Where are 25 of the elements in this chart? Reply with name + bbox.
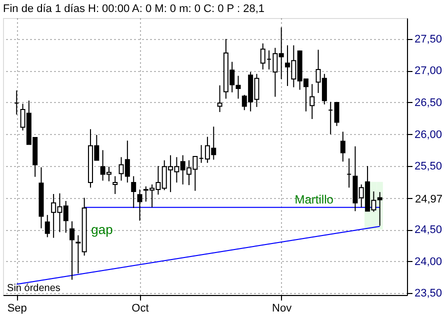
y-tick-label: 27,50: [414, 33, 442, 46]
y-tick-label: 27,00: [414, 65, 442, 78]
candlestick: [70, 220, 75, 280]
candlestick: [236, 75, 241, 100]
candlestick: [310, 84, 315, 120]
annotation: Sin órdenes: [7, 283, 60, 294]
y-tick-label: 23,50: [414, 288, 442, 300]
candlestick: [44, 214, 50, 238]
y-tick-label: 24,00: [414, 256, 442, 268]
y-tick-label: 24,50: [414, 224, 442, 236]
candlestick: [112, 176, 118, 194]
candlestick: [137, 189, 142, 222]
x-tick-label: Oct: [132, 302, 149, 314]
candlestick: [131, 176, 136, 208]
x-tick-label: Sep: [7, 302, 27, 314]
candlestick: [340, 131, 346, 162]
y-tick-label: 26,00: [414, 128, 442, 141]
x-tick-label: Nov: [272, 302, 292, 314]
y-tick-label: 26,50: [414, 97, 442, 109]
annotation: gap: [91, 222, 113, 237]
candlestick: [217, 84, 222, 113]
y-tick-label: 25,50: [414, 160, 442, 173]
chart-title: Fin de día 1 días H: 00:00 A: 0 M: 0 m: 0 C: 0 P : 28,1: [3, 3, 264, 15]
annotation: Martillo: [294, 192, 334, 206]
text: 24,97: [415, 194, 443, 206]
